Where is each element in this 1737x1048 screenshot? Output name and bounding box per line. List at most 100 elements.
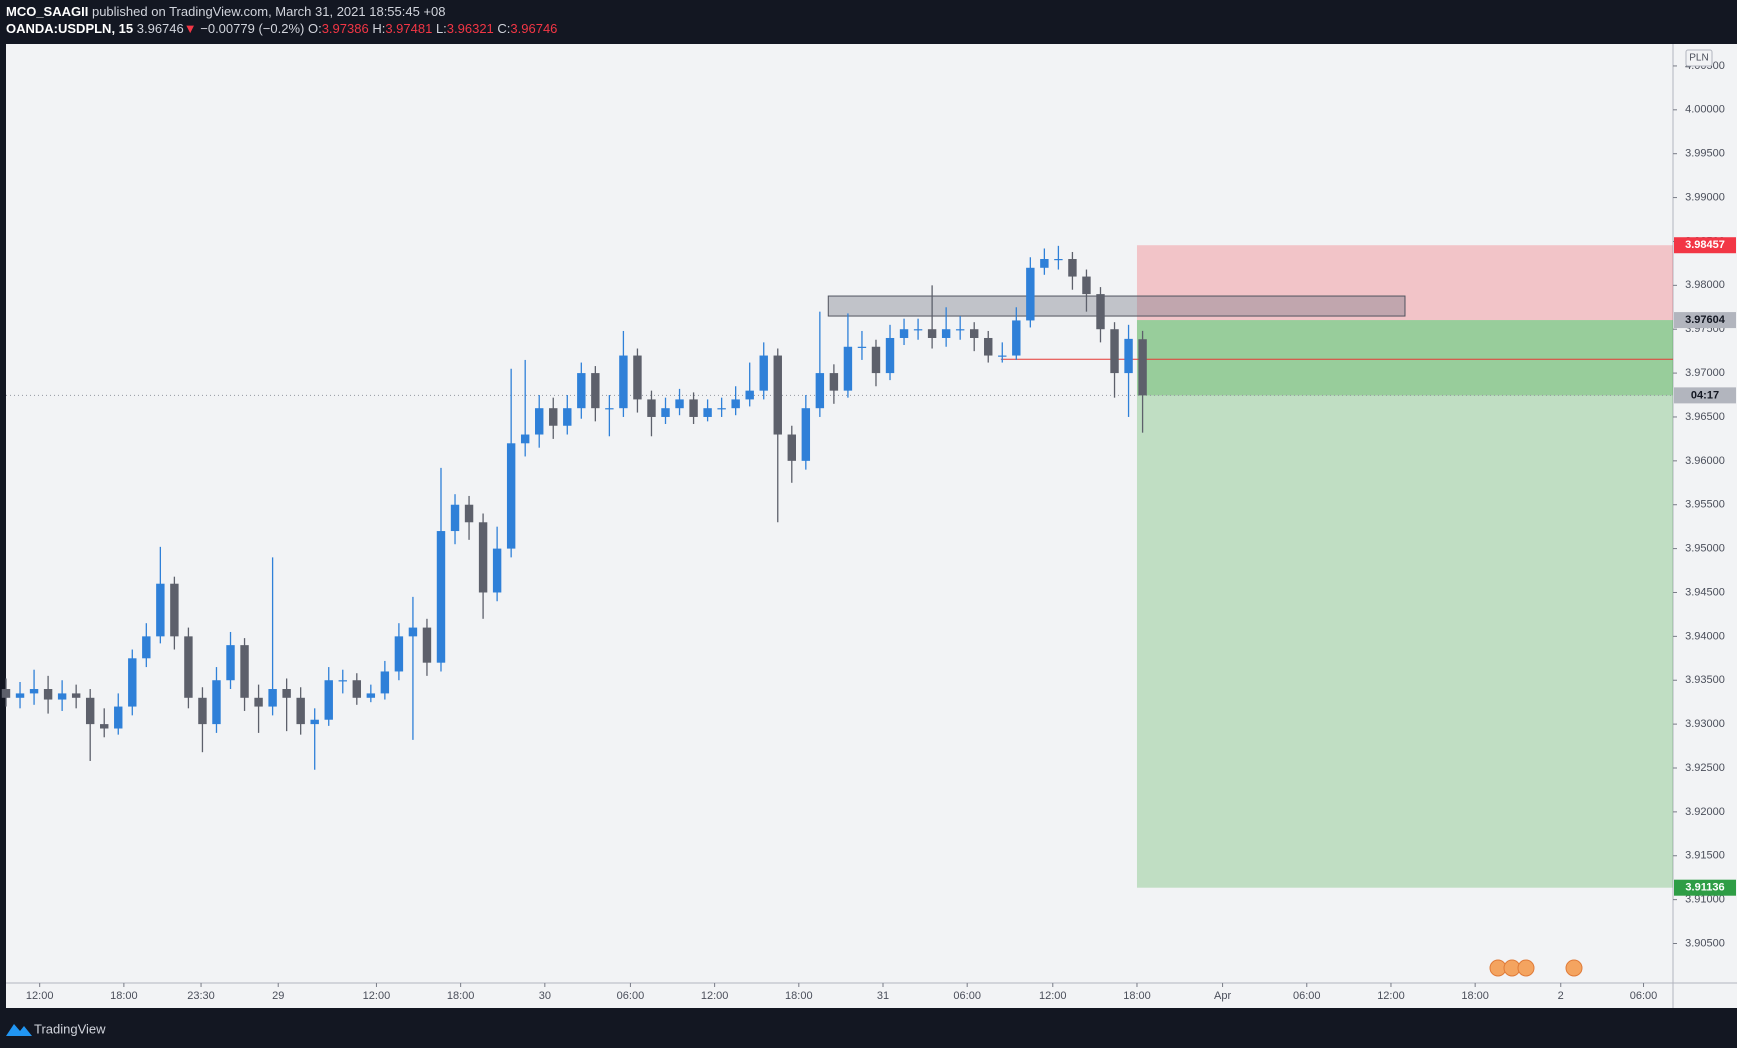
candle-body [787, 434, 797, 461]
x-tick-label: 12:00 [363, 990, 391, 1002]
candle-body [1068, 259, 1077, 277]
candle-body [577, 373, 586, 409]
candle-body [212, 680, 221, 725]
event-icons [1489, 959, 1583, 977]
logo [6, 1024, 32, 1036]
y-tick-label: 3.94000 [1685, 630, 1725, 642]
o-label: O: [308, 21, 322, 36]
candle-body [394, 636, 404, 672]
close-value: 3.96746 [510, 21, 557, 36]
candle-body [296, 697, 305, 725]
candle-body [156, 583, 165, 637]
candle-body [1124, 338, 1133, 374]
x-tick-label: 18:00 [110, 990, 138, 1002]
time-axis [6, 983, 1737, 1008]
y-tick-label: 3.93500 [1685, 674, 1725, 686]
candle-body [142, 636, 151, 659]
candle-body [436, 531, 446, 663]
candle-body [984, 337, 993, 356]
candle-body [899, 329, 909, 338]
candle-body [801, 408, 811, 461]
l-label: L: [436, 21, 447, 36]
candle-body [955, 329, 965, 331]
y-tick-label: 3.96000 [1685, 455, 1725, 467]
y-tick-label: 4.00000 [1685, 104, 1725, 116]
x-tick-label: 30 [539, 990, 551, 1002]
y-tick-label: 3.97000 [1685, 367, 1725, 379]
candle-body [43, 689, 53, 700]
x-tick-label: 06:00 [1293, 990, 1321, 1002]
y-tick-label: 3.99500 [1685, 148, 1725, 160]
candle-body [268, 689, 277, 707]
candle-body [969, 329, 979, 338]
candle-body [492, 548, 502, 593]
candle-body [829, 373, 839, 391]
candle-body [100, 724, 109, 729]
candle-body [310, 719, 319, 725]
candle-body [605, 408, 614, 410]
x-tick-label: 18:00 [1123, 990, 1151, 1002]
arrow: ▼ [184, 21, 197, 36]
candle-body [1054, 259, 1063, 261]
y-tick-label: 3.93000 [1685, 718, 1725, 730]
price-label-bg [1674, 237, 1736, 254]
y-tick-label: 3.91000 [1685, 894, 1725, 906]
price-label-bg [1674, 387, 1736, 404]
currency: PLN [1689, 53, 1708, 64]
y-tick-label: 3.94500 [1685, 586, 1725, 598]
header-line: MCO_SAAGII published on TradingView.com,… [6, 4, 446, 19]
change: −0.00779 (−0.2%) [200, 21, 304, 36]
y-tick-label: 3.95500 [1685, 499, 1725, 511]
high-value: 3.97481 [385, 21, 432, 36]
target-zone [1136, 320, 1673, 888]
candle-body [1096, 294, 1105, 330]
candle-body [563, 408, 572, 426]
candle-body [759, 355, 768, 391]
x-tick-label: 18:00 [785, 990, 813, 1002]
candle-body [1012, 320, 1021, 356]
candle-body [506, 443, 516, 549]
symbol: OANDA:USDPLN, 15 [6, 21, 133, 36]
candle-body [408, 627, 418, 637]
x-tick-label: 12:00 [1377, 990, 1405, 1002]
candle-body [619, 355, 628, 409]
candle-body [57, 693, 67, 700]
candle-body [591, 373, 600, 409]
h-label: H: [372, 21, 385, 36]
candle-body [913, 329, 923, 331]
candle-body [15, 693, 25, 698]
x-tick-label: 06:00 [953, 990, 981, 1002]
y-tick-label: 3.92500 [1685, 762, 1725, 774]
candle-body [338, 680, 347, 682]
candle-body [1138, 339, 1147, 396]
candle-body [1, 689, 11, 698]
x-tick-label: 2 [1558, 990, 1564, 1002]
brand: TradingView [34, 1021, 106, 1036]
price-label-bg [1674, 312, 1736, 329]
candle-body [703, 408, 712, 417]
candle-body [240, 645, 249, 698]
candle-body [1082, 276, 1091, 295]
candle-body [717, 408, 726, 410]
candle-body [85, 697, 95, 725]
publisher: MCO_SAAGII [6, 4, 88, 19]
candle-body [927, 329, 937, 338]
price-label-bg [1674, 879, 1736, 896]
x-tick-label: 23:30 [187, 990, 215, 1002]
x-tick-label: 06:00 [1630, 990, 1658, 1002]
candle-body [450, 504, 460, 532]
candle-body [170, 583, 179, 637]
y-tick-label: 3.95000 [1685, 543, 1725, 555]
candle-body [380, 671, 390, 694]
candle-body [885, 337, 895, 374]
x-tick-label: 31 [877, 990, 889, 1002]
candle-body [478, 522, 488, 593]
candle-body [1110, 329, 1119, 374]
price-label: 3.91136 [1685, 882, 1724, 894]
price-label: 3.97604 [1685, 314, 1726, 326]
candle-body [1026, 267, 1035, 321]
plot: 3.90500 3.91000 3.91500 3.92000 3.92500 3.930… [1, 49, 1736, 1002]
candle-body [520, 434, 530, 444]
chart-pane [6, 44, 1673, 983]
